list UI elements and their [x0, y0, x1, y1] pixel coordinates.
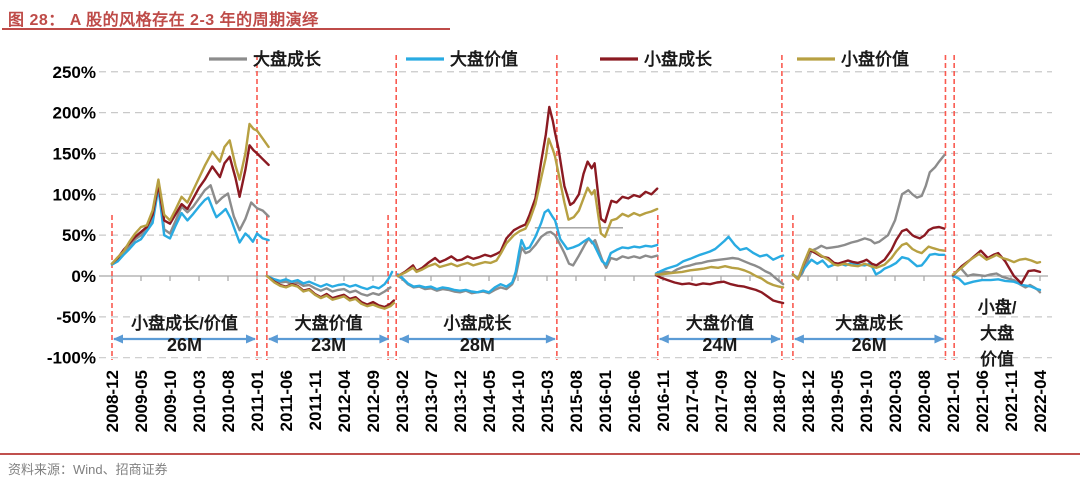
x-tick-label: 2013-12 [451, 370, 470, 432]
x-tick-label: 2018-02 [741, 370, 760, 432]
x-tick-label: 2011-01 [248, 370, 267, 431]
series-line-large-cap-growth [110, 180, 270, 265]
series-line-large-cap-growth [791, 153, 946, 280]
regime-duration-label: 26M [167, 335, 202, 355]
x-tick-label: 2010-03 [190, 370, 209, 432]
series-line-small-cap-growth [110, 144, 270, 265]
legend-label-large-cap-growth: 大盘成长 [253, 49, 322, 69]
y-tick-label: 250% [53, 63, 96, 82]
y-tick-label: -100% [47, 349, 96, 368]
series-line-small-cap-growth [396, 105, 659, 278]
series-line-large-cap-growth [396, 230, 659, 295]
arrow-head [398, 334, 409, 344]
footer-divider [0, 453, 1080, 455]
x-tick-label: 2008-12 [103, 370, 122, 432]
y-tick-label: 0% [71, 267, 96, 286]
series-line-large-cap-value [396, 208, 659, 294]
x-tick-label: 2011-11 [306, 370, 325, 431]
regime-label: 大盘价值 [295, 313, 363, 333]
x-tick-label: 2011-06 [277, 370, 296, 431]
regime-duration-label: 23M [311, 335, 346, 355]
regime-label: 小盘成长/价值 [131, 313, 238, 333]
series-line-large-cap-value [951, 274, 1042, 292]
regime-label: 大盘成长 [835, 313, 904, 333]
x-tick-label: 2014-10 [509, 370, 528, 432]
x-tick-label: 2020-08 [915, 370, 934, 432]
series-line-large-cap-growth [654, 256, 785, 286]
x-tick-label: 2009-05 [132, 370, 151, 432]
arrow-head [770, 334, 781, 344]
regime-label-multiline: 大盘 [980, 323, 1014, 343]
arrow-head [545, 334, 556, 344]
x-tick-label: 2022-04 [1031, 369, 1050, 432]
x-tick-label: 2019-10 [857, 370, 876, 432]
title-underline [2, 28, 450, 30]
x-tick-label: 2013-07 [422, 370, 441, 432]
x-tick-label: 2012-04 [335, 369, 354, 432]
series-line-small-cap-value [654, 265, 785, 289]
x-tick-label: 2021-11 [1002, 370, 1021, 431]
series-line-large-cap-growth [265, 274, 392, 297]
x-tick-label: 2012-09 [364, 370, 383, 432]
arrow-head [113, 334, 123, 344]
x-tick-label: 2016-01 [596, 370, 615, 432]
y-tick-label: 200% [53, 104, 96, 123]
regime-label-multiline: 小盘/ [978, 297, 1017, 317]
x-tick-label: 2021-06 [973, 370, 992, 432]
y-tick-label: 50% [62, 226, 96, 245]
x-tick-label: 2015-03 [538, 370, 557, 432]
legend-label-small-cap-growth: 小盘成长 [644, 49, 713, 69]
series-line-small-cap-value [110, 122, 270, 265]
arrow-head [658, 334, 669, 344]
x-tick-label: 2017-04 [683, 369, 702, 432]
x-tick-label: 2015-08 [567, 370, 586, 432]
series-line-large-cap-value [654, 235, 785, 275]
legend-label-small-cap-value: 小盘价值 [841, 49, 909, 69]
y-tick-label: -50% [56, 308, 96, 327]
x-tick-label: 2018-07 [770, 370, 789, 432]
y-tick-label: 150% [53, 144, 96, 163]
series-line-small-cap-growth [654, 274, 785, 305]
arrow-head [379, 334, 390, 344]
x-tick-label: 2010-08 [219, 370, 238, 432]
series-line-large-cap-value [110, 186, 270, 266]
y-tick-label: 100% [53, 185, 96, 204]
regime-duration-label: 28M [460, 335, 495, 355]
series-line-small-cap-value [265, 274, 396, 310]
x-tick-label: 2021-01 [944, 370, 963, 432]
x-tick-label: 2009-10 [161, 370, 180, 432]
regime-duration-label: 26M [852, 335, 887, 355]
source-note: 资料来源：Wind、招商证券 [8, 462, 168, 477]
series-line-small-cap-value [951, 252, 1042, 276]
x-tick-label: 2016-06 [625, 370, 644, 432]
regime-label: 小盘成长 [443, 313, 512, 333]
arrow-head [934, 334, 945, 344]
page-title: 图 28： A 股的风格存在 2-3 年的周期演绎 [8, 12, 319, 29]
regime-label: 大盘价值 [686, 313, 754, 333]
x-tick-label: 2019-05 [828, 370, 847, 432]
x-tick-label: 2013-02 [393, 370, 412, 432]
x-tick-label: 2014-05 [480, 370, 499, 432]
arrow-head [267, 334, 278, 344]
legend-label-large-cap-value: 大盘价值 [450, 49, 518, 69]
regime-label-multiline: 价值 [980, 349, 1014, 369]
arrow-head [246, 334, 256, 344]
x-tick-label: 2017-09 [712, 370, 731, 432]
arrow-head [793, 334, 804, 344]
x-tick-label: 2020-03 [886, 370, 905, 432]
x-tick-label: 2016-11 [654, 370, 673, 431]
series-line-large-cap-value [265, 270, 394, 291]
series-line-small-cap-value [791, 242, 946, 281]
series-line-small-cap-value [396, 137, 659, 278]
x-tick-label: 2018-12 [799, 370, 818, 432]
regime-duration-label: 24M [702, 335, 737, 355]
